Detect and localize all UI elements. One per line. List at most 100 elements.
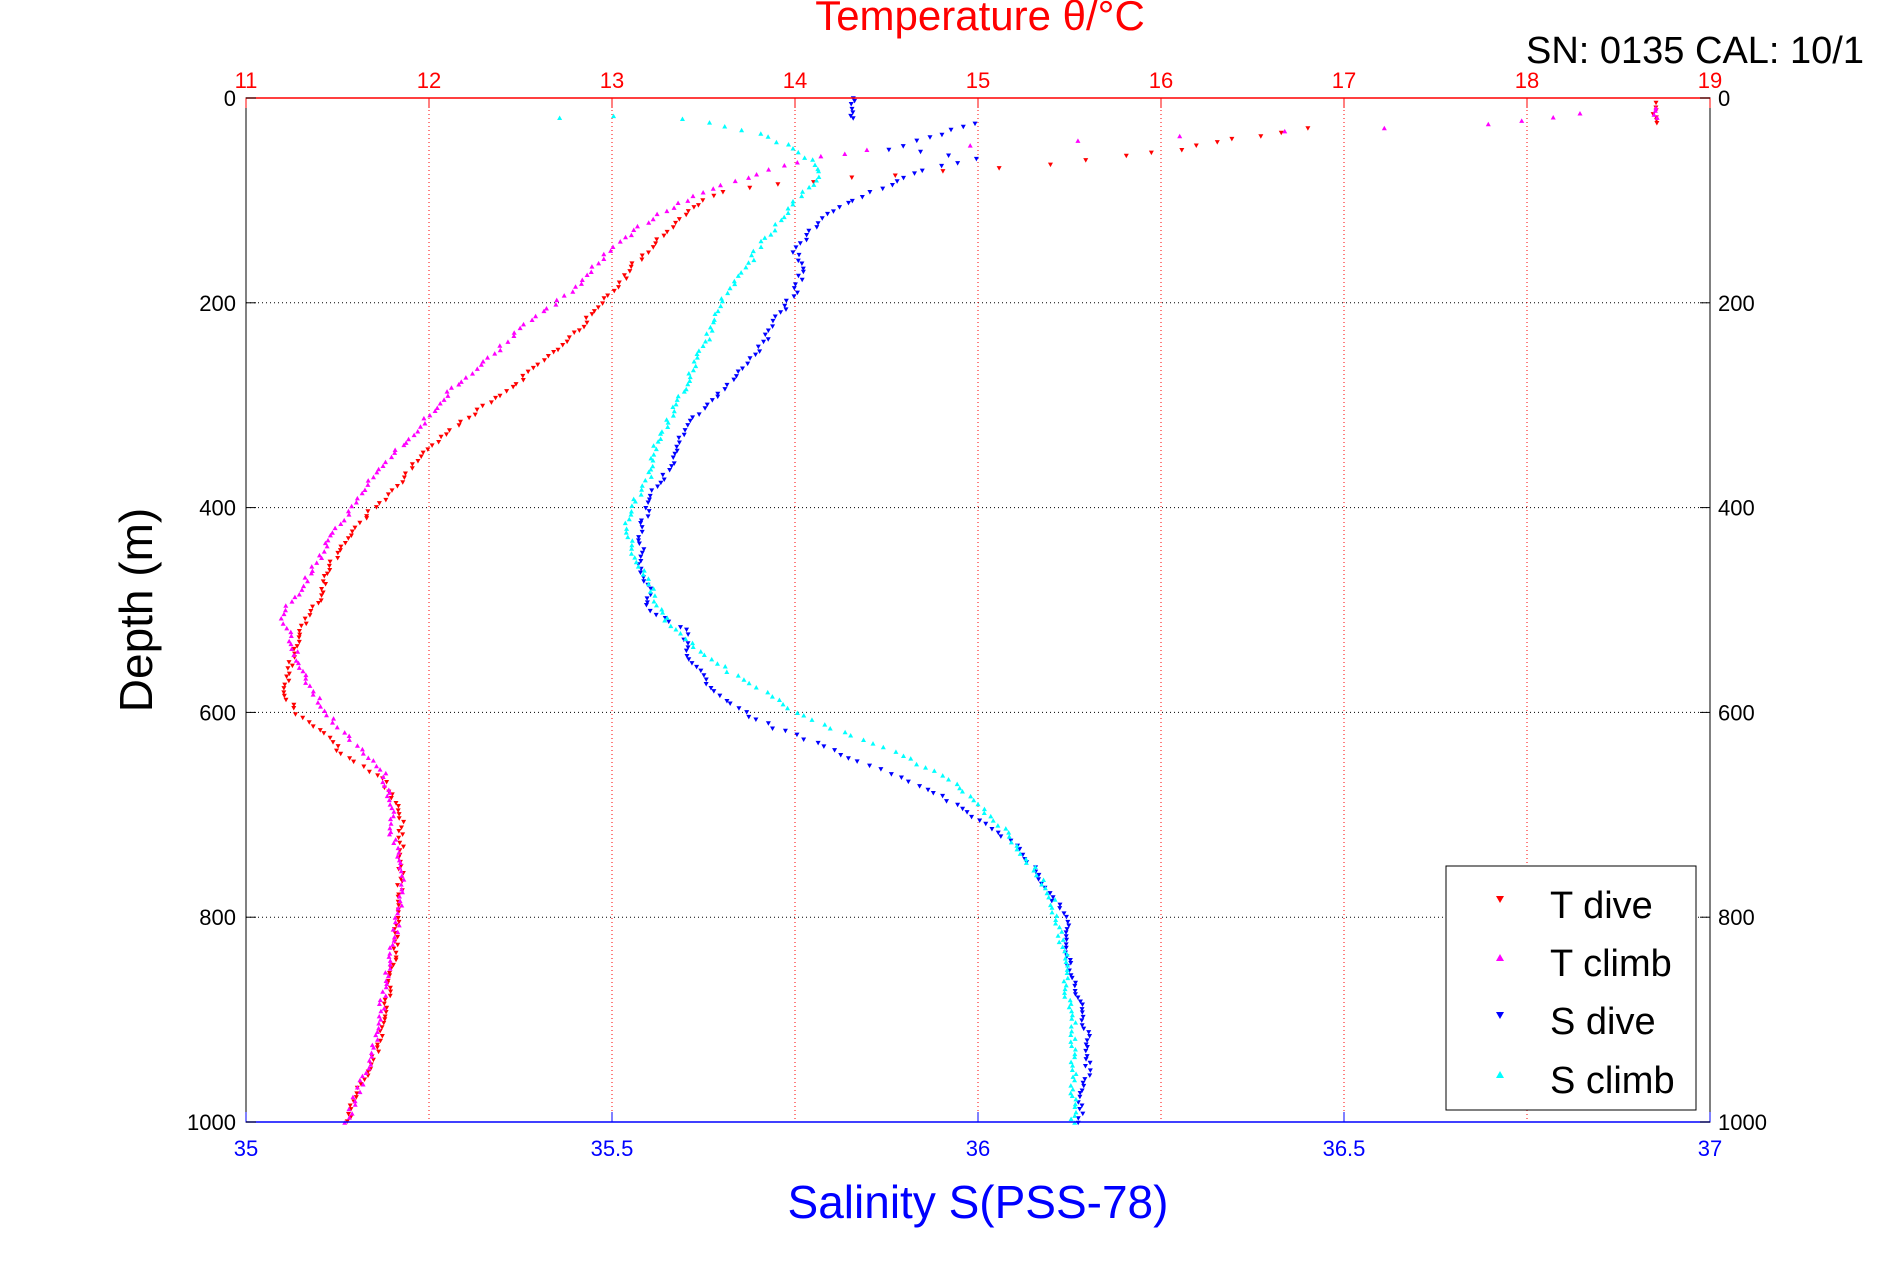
data-point xyxy=(646,581,652,587)
data-point xyxy=(1057,902,1063,908)
data-point xyxy=(387,966,393,971)
data-point xyxy=(1063,934,1069,939)
data-point xyxy=(346,512,352,517)
data-point xyxy=(384,981,390,987)
data-point xyxy=(861,737,867,743)
data-point xyxy=(291,705,297,711)
data-point xyxy=(1080,1014,1086,1020)
data-point xyxy=(1073,1096,1079,1102)
data-point xyxy=(701,673,707,678)
data-point xyxy=(629,542,635,548)
data-point xyxy=(674,444,680,450)
data-point xyxy=(387,790,393,795)
data-point xyxy=(930,791,936,796)
data-point xyxy=(521,321,527,327)
data-point xyxy=(1070,1063,1076,1068)
data-point xyxy=(687,378,693,383)
data-point xyxy=(683,636,689,642)
data-point xyxy=(308,608,314,614)
data-point xyxy=(1049,905,1055,910)
data-point xyxy=(917,784,923,789)
data-point xyxy=(830,209,836,214)
data-point xyxy=(554,297,560,303)
data-point xyxy=(989,826,995,832)
data-point xyxy=(1066,1004,1072,1010)
data-point xyxy=(700,190,706,195)
data-point xyxy=(794,710,800,715)
data-point xyxy=(389,805,395,811)
data-point xyxy=(617,239,623,244)
data-point xyxy=(626,516,632,522)
data-point xyxy=(709,328,715,333)
data-point xyxy=(292,712,298,717)
data-point xyxy=(794,159,800,165)
data-point xyxy=(669,464,675,469)
data-point xyxy=(735,673,741,678)
data-point xyxy=(971,797,977,803)
data-point xyxy=(783,298,789,304)
data-point xyxy=(589,264,595,269)
data-point xyxy=(1070,1074,1076,1079)
data-point xyxy=(639,253,645,258)
data-point xyxy=(867,763,873,769)
data-point xyxy=(673,401,679,407)
data-point xyxy=(632,555,638,560)
data-point xyxy=(388,989,394,994)
data-point xyxy=(664,615,670,620)
data-point xyxy=(683,648,689,654)
data-point xyxy=(654,211,660,217)
data-point xyxy=(955,161,961,166)
data-point xyxy=(1123,153,1129,159)
data-point xyxy=(376,1001,382,1006)
data-point xyxy=(387,961,393,967)
data-point xyxy=(1072,1054,1078,1060)
data-point xyxy=(374,1029,380,1034)
data-point xyxy=(382,459,388,465)
data-point xyxy=(765,721,771,726)
data-point xyxy=(988,813,994,819)
data-point xyxy=(557,115,563,120)
data-point xyxy=(621,273,627,278)
data-point xyxy=(1064,970,1070,975)
data-point xyxy=(642,477,648,483)
data-point xyxy=(1305,126,1311,131)
data-point xyxy=(347,756,353,761)
data-point xyxy=(708,685,714,691)
data-point xyxy=(696,348,702,353)
data-point xyxy=(365,509,371,514)
data-point xyxy=(686,657,692,662)
data-point xyxy=(1381,125,1387,131)
data-point xyxy=(755,344,761,350)
data-point xyxy=(330,740,336,745)
data-point xyxy=(892,173,898,179)
data-point xyxy=(795,149,801,155)
data-point xyxy=(1062,994,1068,999)
data-point xyxy=(636,535,642,540)
data-point xyxy=(553,302,559,307)
y-right-tick-label: 0 xyxy=(1718,86,1730,111)
data-point xyxy=(1653,105,1659,111)
data-point xyxy=(463,375,469,380)
data-point xyxy=(1003,826,1009,831)
data-point xyxy=(694,351,700,357)
data-point xyxy=(893,749,899,754)
data-point xyxy=(409,466,415,471)
data-point xyxy=(735,273,741,278)
data-point xyxy=(1072,1046,1078,1052)
data-point xyxy=(1063,930,1069,935)
data-point xyxy=(711,689,717,694)
data-point xyxy=(632,499,638,504)
data-point xyxy=(795,258,801,264)
data-point xyxy=(652,593,658,598)
data-point xyxy=(396,893,402,899)
data-point xyxy=(376,466,382,472)
data-point xyxy=(627,269,633,274)
data-point xyxy=(1060,937,1066,942)
data-point xyxy=(1079,1010,1085,1015)
data-point xyxy=(1068,1001,1074,1006)
data-point xyxy=(939,132,945,138)
data-point xyxy=(698,649,704,654)
legend: T dive T climb S dive S climb xyxy=(1445,865,1697,1111)
data-point xyxy=(310,724,316,729)
data-point xyxy=(488,400,494,405)
